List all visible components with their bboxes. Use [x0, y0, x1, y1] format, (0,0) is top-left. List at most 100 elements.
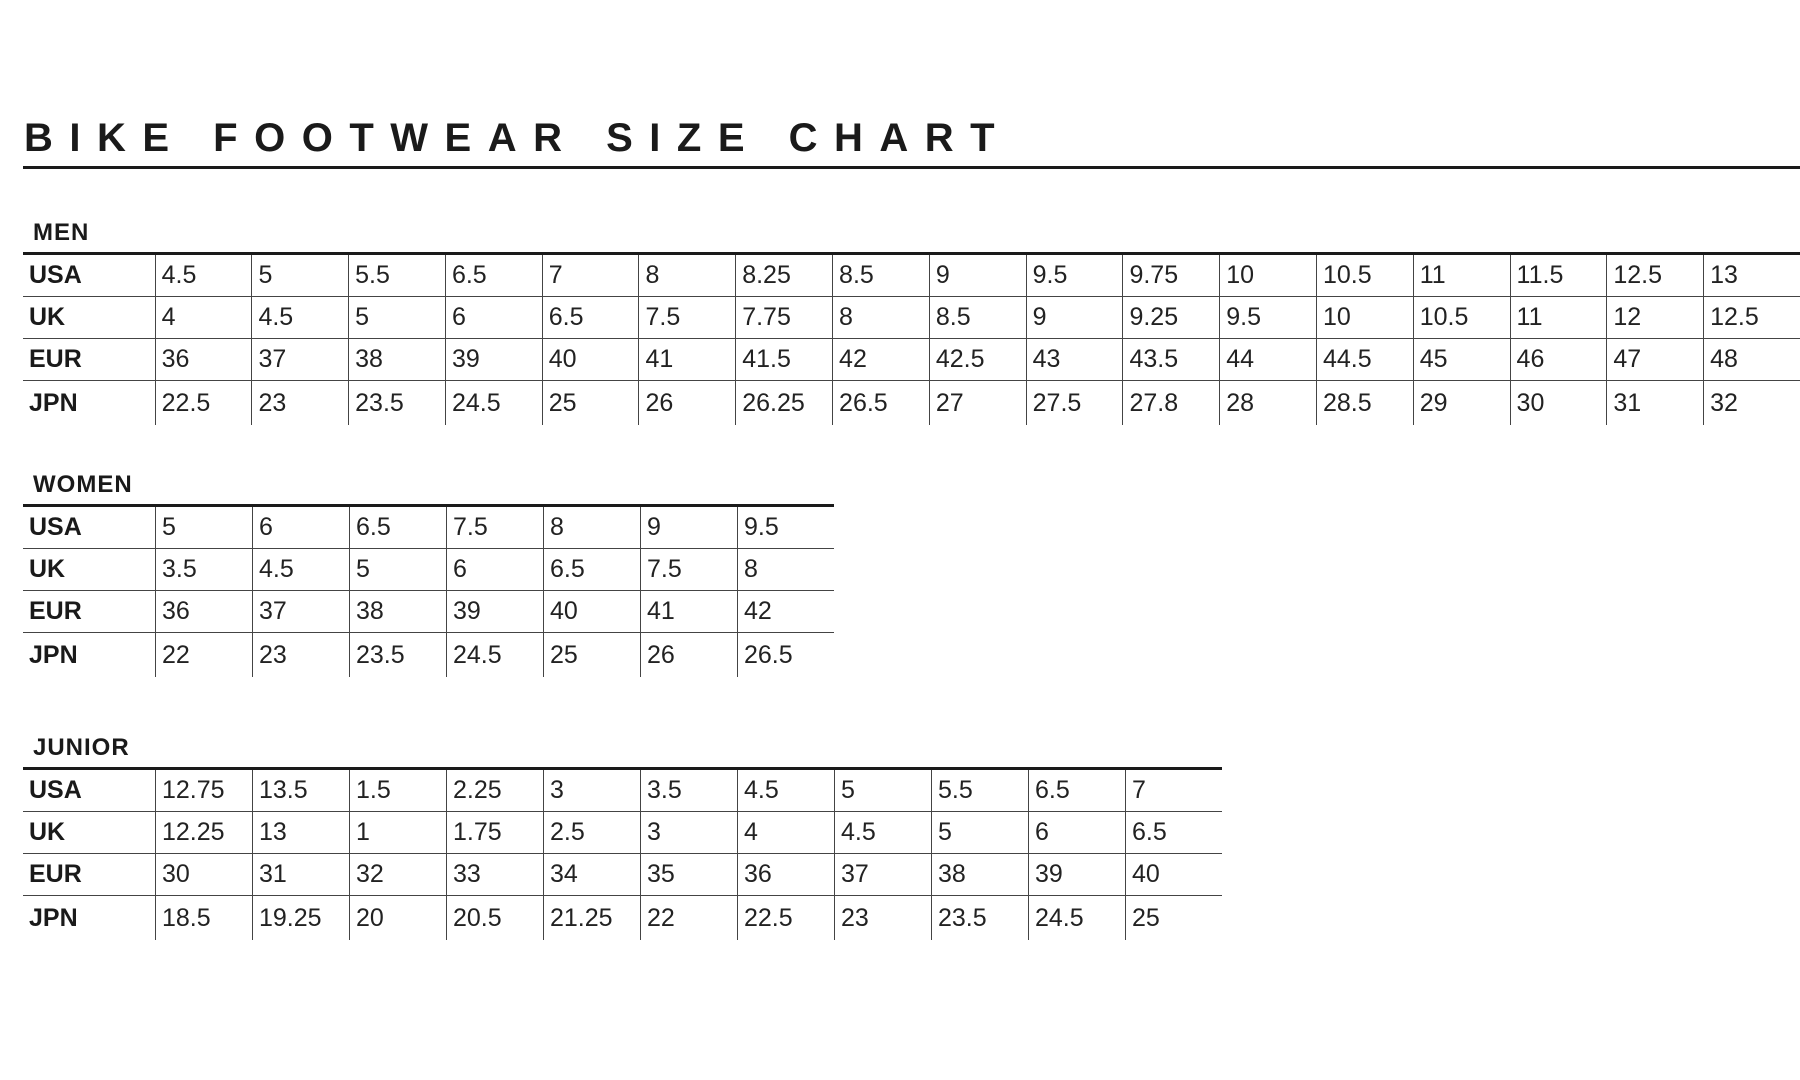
size-cell: 5 [349, 548, 447, 591]
size-cell: 4 [154, 296, 252, 339]
size-cell: 38 [348, 338, 446, 381]
size-cell: 9 [640, 504, 738, 549]
size-cell: 38 [349, 590, 447, 633]
page-title: BIKE FOOTWEAR SIZE CHART [24, 116, 1012, 160]
size-cell: 8.5 [832, 252, 930, 297]
size-cell: 8 [832, 296, 930, 339]
size-cell: 7.5 [446, 504, 544, 549]
size-cell: 8 [543, 504, 641, 549]
men-section: MEN USA 4.5 5 5.5 6.5 7 8 8.25 8.5 9 9.5 9.75 10 10.5… [23, 218, 1800, 425]
women-size-table: USA 5 6 6.5 7.5 8 9 9.5 UK 3.5 4.5 5 6 6.5 7.5 8 EUR 36 37… [23, 504, 834, 677]
size-cell: 5 [834, 767, 932, 812]
size-cell: 48 [1703, 338, 1800, 381]
size-cell: 8.5 [928, 296, 1027, 339]
size-cell: 8 [737, 548, 834, 591]
table-row: EUR 30 31 32 33 34 35 36 37 38 39 40 [23, 853, 1222, 896]
size-cell: 6 [1028, 811, 1126, 854]
size-cell: 26 [640, 632, 738, 677]
size-cell: 22.5 [737, 895, 835, 940]
size-cell: 4.5 [252, 548, 350, 591]
size-cell: 32 [1703, 380, 1800, 425]
size-cell: 5.5 [931, 767, 1029, 812]
size-cell: 24.5 [446, 632, 544, 677]
table-row: EUR 36 37 38 39 40 41 41.5 42 42.5 43 43.5 44 44.5 45 4… [23, 338, 1800, 381]
size-cell: 42 [832, 338, 930, 381]
size-cell: 11 [1412, 252, 1511, 297]
size-cell: 6.5 [541, 296, 639, 339]
size-cell: 1.5 [349, 767, 447, 812]
size-cell: 41 [640, 590, 738, 633]
size-cell: 23.5 [348, 380, 446, 425]
title-divider [23, 166, 1800, 169]
size-cell: 24.5 [1028, 895, 1126, 940]
size-cell: 6.5 [349, 504, 447, 549]
size-cell: 6 [252, 504, 350, 549]
size-cell: 18.5 [155, 895, 253, 940]
size-cell: 12.5 [1606, 252, 1704, 297]
size-cell: 37 [251, 338, 349, 381]
size-cell: 13 [1703, 252, 1800, 297]
size-cell: 46 [1509, 338, 1607, 381]
size-cell: 9.75 [1122, 252, 1220, 297]
size-cell: 9.5 [737, 504, 834, 549]
size-cell: 22.5 [154, 380, 252, 425]
size-cell: 31 [1606, 380, 1704, 425]
size-cell: 39 [1028, 853, 1126, 896]
size-cell: 7.75 [735, 296, 833, 339]
size-cell: 12.25 [155, 811, 253, 854]
size-cell: 9 [1025, 296, 1123, 339]
size-cell: 6 [446, 548, 544, 591]
size-cell: 33 [446, 853, 544, 896]
size-cell: 41 [638, 338, 736, 381]
size-cell: 26.5 [737, 632, 834, 677]
size-cell: 22 [155, 632, 253, 677]
size-cell: 1.75 [446, 811, 544, 854]
row-label: USA [23, 252, 156, 297]
size-cell: 2.5 [543, 811, 641, 854]
size-cell: 9 [928, 252, 1027, 297]
size-cell: 44.5 [1315, 338, 1414, 381]
size-cell: 10 [1219, 252, 1317, 297]
size-cell: 4.5 [737, 767, 835, 812]
table-row: UK 3.5 4.5 5 6 6.5 7.5 8 [23, 548, 834, 591]
size-cell: 20 [349, 895, 447, 940]
size-cell: 26.25 [735, 380, 833, 425]
size-cell: 6.5 [543, 548, 641, 591]
size-cell: 10 [1315, 296, 1414, 339]
size-cell: 36 [154, 338, 252, 381]
row-label: USA [23, 767, 156, 812]
size-cell: 27.5 [1025, 380, 1123, 425]
size-cell: 9.5 [1219, 296, 1317, 339]
size-cell: 11.5 [1509, 252, 1607, 297]
size-cell: 39 [444, 338, 543, 381]
size-cell: 5.5 [348, 252, 446, 297]
size-cell: 1 [349, 811, 447, 854]
size-cell: 29 [1412, 380, 1511, 425]
size-cell: 23.5 [349, 632, 447, 677]
table-row: JPN 22.5 23 23.5 24.5 25 26 26.25 26.5 27 27.5 27.8… [23, 380, 1800, 425]
size-cell: 41.5 [735, 338, 833, 381]
section-heading-men: MEN [33, 219, 90, 246]
table-row: JPN 22 23 23.5 24.5 25 26 26.5 [23, 632, 834, 677]
size-cell: 13 [252, 811, 350, 854]
size-cell: 4.5 [834, 811, 932, 854]
size-cell: 12.5 [1703, 296, 1800, 339]
size-cell: 28.5 [1315, 380, 1414, 425]
row-label: UK [23, 296, 156, 339]
table-row: USA 12.75 13.5 1.5 2.25 3 3.5 4.5 5 5.5 6.5 7 [23, 767, 1222, 812]
size-cell: 20.5 [446, 895, 544, 940]
size-cell: 5 [251, 252, 349, 297]
row-label: JPN [23, 380, 156, 425]
size-cell: 25 [543, 632, 641, 677]
junior-section: JUNIOR USA 12.75 13.5 1.5 2.25 3 3.5 4.5 5 5.5 6.5… [23, 733, 1222, 940]
row-label: EUR [23, 338, 156, 381]
size-cell: 25 [541, 380, 639, 425]
size-cell: 23 [834, 895, 932, 940]
row-label: JPN [23, 632, 156, 677]
row-label: JPN [23, 895, 156, 940]
junior-size-table: USA 12.75 13.5 1.5 2.25 3 3.5 4.5 5 5.5 6.5 7 UK 12.2… [23, 767, 1222, 940]
size-cell: 44 [1219, 338, 1317, 381]
size-cell: 3 [640, 811, 738, 854]
size-cell: 9.5 [1025, 252, 1123, 297]
size-cell: 19.25 [252, 895, 350, 940]
